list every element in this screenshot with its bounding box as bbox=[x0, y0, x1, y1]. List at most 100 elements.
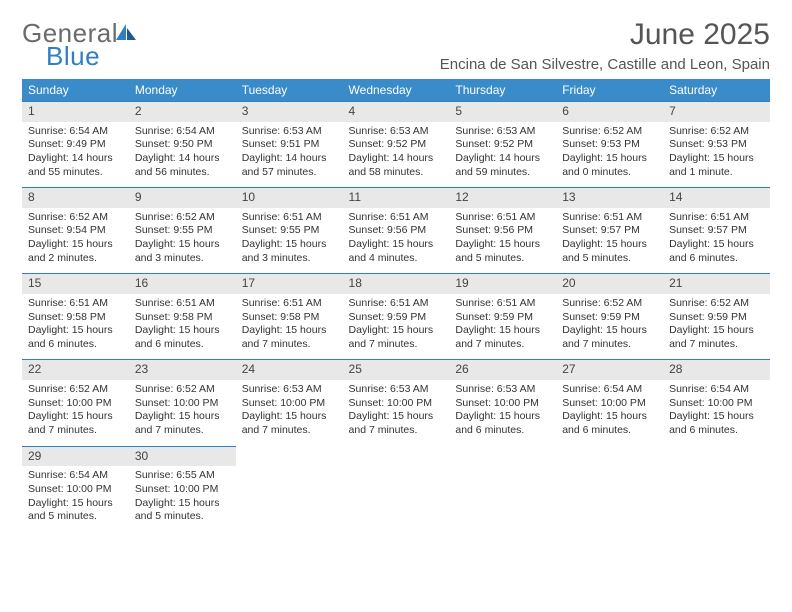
sunset-line: Sunset: 10:00 PM bbox=[28, 397, 123, 411]
day-number: 13 bbox=[556, 187, 663, 208]
daylight-line: Daylight: 15 hours and 6 minutes. bbox=[562, 410, 657, 437]
day-number: 26 bbox=[449, 359, 556, 380]
calendar-cell: 21Sunrise: 6:52 AMSunset: 9:59 PMDayligh… bbox=[663, 273, 770, 359]
day-details: Sunrise: 6:51 AMSunset: 9:56 PMDaylight:… bbox=[449, 208, 556, 274]
day-number: 28 bbox=[663, 359, 770, 380]
day-number: 4 bbox=[343, 101, 450, 122]
calendar-cell bbox=[343, 446, 450, 532]
sunrise-line: Sunrise: 6:51 AM bbox=[135, 297, 230, 311]
calendar-body: 1Sunrise: 6:54 AMSunset: 9:49 PMDaylight… bbox=[22, 101, 770, 532]
sunset-line: Sunset: 9:56 PM bbox=[349, 224, 444, 238]
sunset-line: Sunset: 9:58 PM bbox=[242, 311, 337, 325]
calendar-cell bbox=[449, 446, 556, 532]
location-text: Encina de San Silvestre, Castille and Le… bbox=[440, 56, 770, 73]
sunset-line: Sunset: 9:50 PM bbox=[135, 138, 230, 152]
sunset-line: Sunset: 9:55 PM bbox=[242, 224, 337, 238]
day-number: 16 bbox=[129, 273, 236, 294]
sunset-line: Sunset: 9:53 PM bbox=[669, 138, 764, 152]
daylight-line: Daylight: 15 hours and 7 minutes. bbox=[135, 410, 230, 437]
day-number: 27 bbox=[556, 359, 663, 380]
day-number: 29 bbox=[22, 446, 129, 467]
brand-blue: Blue bbox=[46, 41, 138, 72]
weekday-header-row: SundayMondayTuesdayWednesdayThursdayFrid… bbox=[22, 79, 770, 101]
weekday-header: Saturday bbox=[663, 79, 770, 101]
day-details: Sunrise: 6:53 AMSunset: 10:00 PMDaylight… bbox=[449, 380, 556, 446]
day-number: 5 bbox=[449, 101, 556, 122]
daylight-line: Daylight: 15 hours and 2 minutes. bbox=[28, 238, 123, 265]
daylight-line: Daylight: 14 hours and 56 minutes. bbox=[135, 152, 230, 179]
daylight-line: Daylight: 15 hours and 5 minutes. bbox=[455, 238, 550, 265]
sunset-line: Sunset: 9:58 PM bbox=[28, 311, 123, 325]
calendar-cell: 8Sunrise: 6:52 AMSunset: 9:54 PMDaylight… bbox=[22, 187, 129, 273]
daylight-line: Daylight: 14 hours and 59 minutes. bbox=[455, 152, 550, 179]
day-number: 6 bbox=[556, 101, 663, 122]
weekday-header: Tuesday bbox=[236, 79, 343, 101]
sunrise-line: Sunrise: 6:55 AM bbox=[135, 469, 230, 483]
daylight-line: Daylight: 15 hours and 7 minutes. bbox=[669, 324, 764, 351]
sunset-line: Sunset: 9:54 PM bbox=[28, 224, 123, 238]
sunrise-line: Sunrise: 6:52 AM bbox=[135, 211, 230, 225]
sunset-line: Sunset: 9:59 PM bbox=[562, 311, 657, 325]
sunrise-line: Sunrise: 6:52 AM bbox=[669, 125, 764, 139]
calendar-row: 15Sunrise: 6:51 AMSunset: 9:58 PMDayligh… bbox=[22, 273, 770, 359]
month-title: June 2025 bbox=[440, 18, 770, 52]
day-details: Sunrise: 6:51 AMSunset: 9:57 PMDaylight:… bbox=[663, 208, 770, 274]
daylight-line: Daylight: 15 hours and 3 minutes. bbox=[135, 238, 230, 265]
daylight-line: Daylight: 15 hours and 3 minutes. bbox=[242, 238, 337, 265]
daylight-line: Daylight: 15 hours and 7 minutes. bbox=[349, 410, 444, 437]
calendar-cell: 16Sunrise: 6:51 AMSunset: 9:58 PMDayligh… bbox=[129, 273, 236, 359]
daylight-line: Daylight: 15 hours and 7 minutes. bbox=[349, 324, 444, 351]
calendar-cell: 22Sunrise: 6:52 AMSunset: 10:00 PMDaylig… bbox=[22, 359, 129, 445]
sunrise-line: Sunrise: 6:52 AM bbox=[28, 211, 123, 225]
day-details: Sunrise: 6:53 AMSunset: 9:52 PMDaylight:… bbox=[449, 122, 556, 188]
calendar-cell: 5Sunrise: 6:53 AMSunset: 9:52 PMDaylight… bbox=[449, 101, 556, 187]
sunrise-line: Sunrise: 6:52 AM bbox=[28, 383, 123, 397]
day-details: Sunrise: 6:52 AMSunset: 10:00 PMDaylight… bbox=[129, 380, 236, 446]
daylight-line: Daylight: 14 hours and 55 minutes. bbox=[28, 152, 123, 179]
day-number: 8 bbox=[22, 187, 129, 208]
sunrise-line: Sunrise: 6:53 AM bbox=[455, 125, 550, 139]
calendar-cell bbox=[663, 446, 770, 532]
weekday-header: Thursday bbox=[449, 79, 556, 101]
calendar-cell: 19Sunrise: 6:51 AMSunset: 9:59 PMDayligh… bbox=[449, 273, 556, 359]
daylight-line: Daylight: 15 hours and 6 minutes. bbox=[669, 410, 764, 437]
day-number: 1 bbox=[22, 101, 129, 122]
daylight-line: Daylight: 15 hours and 5 minutes. bbox=[28, 497, 123, 524]
calendar-cell: 12Sunrise: 6:51 AMSunset: 9:56 PMDayligh… bbox=[449, 187, 556, 273]
calendar-cell: 13Sunrise: 6:51 AMSunset: 9:57 PMDayligh… bbox=[556, 187, 663, 273]
sunset-line: Sunset: 10:00 PM bbox=[242, 397, 337, 411]
day-details: Sunrise: 6:54 AMSunset: 9:50 PMDaylight:… bbox=[129, 122, 236, 188]
day-number: 3 bbox=[236, 101, 343, 122]
sunset-line: Sunset: 10:00 PM bbox=[669, 397, 764, 411]
calendar-cell: 20Sunrise: 6:52 AMSunset: 9:59 PMDayligh… bbox=[556, 273, 663, 359]
day-details: Sunrise: 6:54 AMSunset: 10:00 PMDaylight… bbox=[556, 380, 663, 446]
day-details: Sunrise: 6:51 AMSunset: 9:58 PMDaylight:… bbox=[236, 294, 343, 360]
sunset-line: Sunset: 10:00 PM bbox=[28, 483, 123, 497]
calendar-cell: 17Sunrise: 6:51 AMSunset: 9:58 PMDayligh… bbox=[236, 273, 343, 359]
sunrise-line: Sunrise: 6:54 AM bbox=[28, 469, 123, 483]
sunrise-line: Sunrise: 6:54 AM bbox=[562, 383, 657, 397]
day-number: 17 bbox=[236, 273, 343, 294]
day-number: 30 bbox=[129, 446, 236, 467]
daylight-line: Daylight: 15 hours and 7 minutes. bbox=[455, 324, 550, 351]
calendar-row: 29 Sunrise: 6:54 AMSunset: 10:00 PMDaylig… bbox=[22, 446, 770, 532]
calendar-cell: 7Sunrise: 6:52 AMSunset: 9:53 PMDaylight… bbox=[663, 101, 770, 187]
calendar-cell: 18Sunrise: 6:51 AMSunset: 9:59 PMDayligh… bbox=[343, 273, 450, 359]
sunset-line: Sunset: 9:56 PM bbox=[455, 224, 550, 238]
day-details: Sunrise: 6:52 AMSunset: 9:53 PMDaylight:… bbox=[556, 122, 663, 188]
sunrise-line: Sunrise: 6:53 AM bbox=[455, 383, 550, 397]
day-number: 20 bbox=[556, 273, 663, 294]
sunset-line: Sunset: 9:51 PM bbox=[242, 138, 337, 152]
sunrise-line: Sunrise: 6:53 AM bbox=[242, 383, 337, 397]
sunset-line: Sunset: 10:00 PM bbox=[349, 397, 444, 411]
daylight-line: Daylight: 14 hours and 58 minutes. bbox=[349, 152, 444, 179]
calendar-cell: 3Sunrise: 6:53 AMSunset: 9:51 PMDaylight… bbox=[236, 101, 343, 187]
calendar-cell: 15Sunrise: 6:51 AMSunset: 9:58 PMDayligh… bbox=[22, 273, 129, 359]
calendar-cell: 23Sunrise: 6:52 AMSunset: 10:00 PMDaylig… bbox=[129, 359, 236, 445]
daylight-line: Daylight: 15 hours and 4 minutes. bbox=[349, 238, 444, 265]
sunrise-line: Sunrise: 6:51 AM bbox=[669, 211, 764, 225]
sunset-line: Sunset: 10:00 PM bbox=[135, 397, 230, 411]
calendar-cell: 26Sunrise: 6:53 AMSunset: 10:00 PMDaylig… bbox=[449, 359, 556, 445]
day-details: Sunrise: 6:52 AMSunset: 9:54 PMDaylight:… bbox=[22, 208, 129, 274]
daylight-line: Daylight: 15 hours and 6 minutes. bbox=[28, 324, 123, 351]
